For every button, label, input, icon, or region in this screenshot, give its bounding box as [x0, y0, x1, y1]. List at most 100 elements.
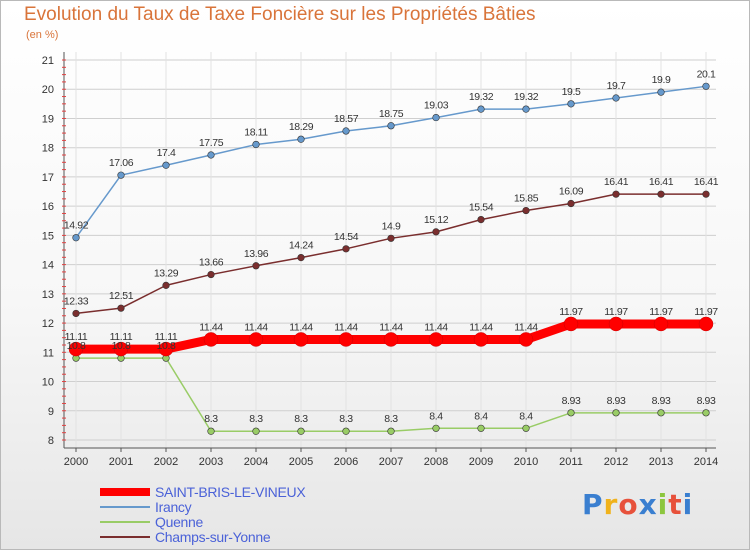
data-point [297, 135, 305, 143]
data-label: 19.9 [652, 74, 671, 86]
data-point [657, 88, 665, 96]
y-tick-label: 9 [48, 406, 54, 418]
legend-item: Champs-sur-Yonne [100, 529, 271, 545]
data-label: 12.51 [109, 290, 134, 302]
data-label: 20.1 [697, 68, 716, 80]
y-tick-label: 19 [42, 113, 54, 125]
legend-swatch [100, 506, 150, 508]
data-point [477, 105, 485, 113]
x-tick-label: 2012 [604, 456, 628, 468]
data-point [297, 427, 305, 435]
data-point [248, 332, 264, 347]
data-label: 13.29 [154, 267, 179, 279]
data-label: 8.93 [607, 395, 626, 407]
data-point [522, 206, 530, 215]
data-label: 11.44 [469, 321, 493, 333]
logo-letter: i [682, 488, 694, 521]
data-label: 8.4 [519, 410, 533, 422]
data-point [342, 245, 350, 253]
data-label: 8.3 [384, 413, 398, 425]
data-label: 11.44 [289, 321, 313, 333]
data-point [567, 199, 575, 208]
data-point [387, 234, 395, 242]
data-point [432, 424, 440, 432]
data-point [657, 409, 665, 417]
data-point [207, 427, 215, 435]
data-point [162, 281, 170, 289]
data-label: 17.75 [199, 137, 224, 149]
data-point [612, 409, 620, 417]
data-label: 19.32 [514, 91, 539, 103]
data-label: 16.41 [649, 176, 674, 188]
proxiti-logo: Proxiti [582, 488, 693, 521]
data-point [477, 424, 485, 432]
data-label: 8.3 [204, 413, 218, 425]
logo-letter: r [603, 488, 619, 521]
x-tick-label: 2003 [199, 456, 223, 468]
data-point [162, 161, 170, 169]
data-label: 10.8 [112, 340, 131, 352]
data-label: 8.93 [562, 395, 581, 407]
data-point [252, 140, 260, 149]
data-point [203, 332, 219, 347]
logo-letter: o [618, 488, 639, 521]
y-tick-label: 18 [42, 143, 54, 155]
data-label: 8.3 [249, 413, 263, 425]
x-tick-label: 2007 [379, 456, 403, 468]
data-point [342, 127, 350, 135]
x-tick-label: 2009 [469, 456, 493, 468]
data-point [522, 424, 530, 432]
data-point [342, 427, 350, 435]
legend-label: SAINT-BRIS-LE-VINEUX [155, 484, 306, 500]
data-label: 19.03 [424, 100, 449, 112]
legend-item: Irancy [100, 499, 192, 515]
data-label: 8.4 [474, 410, 488, 422]
logo-letter: i [657, 488, 669, 521]
data-point [567, 409, 575, 417]
data-label: 11.44 [514, 321, 538, 333]
logo-letter: t [668, 488, 683, 521]
data-label: 10.8 [67, 340, 86, 352]
legend-label: Quenne [155, 514, 204, 530]
data-label: 16.09 [559, 186, 584, 198]
data-label: 19.32 [469, 91, 494, 103]
legend-label: Champs-sur-Yonne [155, 529, 271, 545]
y-tick-label: 14 [42, 260, 54, 272]
data-label: 15.12 [424, 214, 449, 226]
legend-swatch [100, 536, 150, 538]
data-label: 8.93 [697, 395, 716, 407]
data-point [338, 332, 354, 347]
logo-letter: P [582, 488, 604, 521]
data-point [473, 332, 489, 347]
data-point [68, 341, 84, 357]
x-tick-label: 2004 [244, 456, 268, 468]
legend-item: Quenne [100, 514, 203, 530]
x-tick-label: 2011 [559, 456, 583, 468]
x-tick-label: 2014 [694, 456, 718, 468]
data-label: 16.41 [604, 176, 629, 188]
data-point [432, 113, 440, 122]
data-point [657, 190, 665, 198]
chart-title: Evolution du Taux de Taxe Foncière sur l… [24, 4, 536, 25]
data-point [297, 254, 305, 262]
data-label: 11.44 [424, 321, 448, 333]
data-label: 11.44 [379, 321, 403, 333]
data-point [252, 427, 260, 435]
data-label: 8.93 [652, 395, 671, 407]
data-label: 11.97 [559, 306, 583, 318]
data-point [477, 216, 485, 224]
x-tick-label: 2005 [289, 456, 313, 468]
data-label: 11.11 [65, 331, 88, 343]
data-label: 17.06 [109, 157, 134, 169]
data-label: 14.92 [64, 220, 89, 232]
data-label: 10.8 [157, 340, 176, 352]
data-label: 14.9 [382, 220, 401, 232]
data-point [702, 409, 710, 417]
data-point [383, 332, 399, 347]
data-label: 8.3 [294, 413, 308, 425]
y-tick-label: 17 [42, 172, 54, 184]
y-tick-label: 13 [42, 289, 54, 301]
data-label: 11.97 [694, 306, 718, 318]
y-tick-label: 11 [43, 347, 54, 359]
